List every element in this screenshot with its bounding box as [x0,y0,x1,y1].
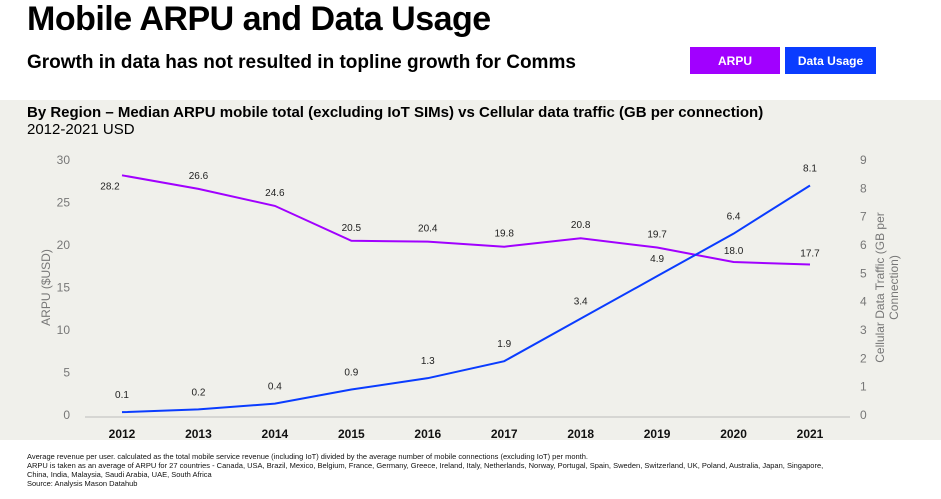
data-label: 26.6 [189,171,209,182]
y-tick-label: 25 [57,196,71,210]
footnote: ARPU is taken as an average of ARPU for … [27,461,824,470]
y2-tick-label: 9 [860,153,867,167]
chart-title-bold: By Region – Median ARPU mobile total (ex… [27,104,764,121]
footnote: Average revenue per user. calculated as … [27,452,589,461]
y2-tick-label: 2 [860,351,867,365]
data-label: 4.9 [650,254,664,265]
legend-data-usage: Data Usage [785,47,876,74]
x-tick-label: 2012 [109,427,136,441]
data-label: 20.5 [342,223,362,234]
y2-tick-label: 4 [860,295,867,309]
y-axis-label: ARPU ($USD) [39,249,53,326]
y2-tick-label: 3 [860,323,867,337]
footnotes: Average revenue per user. calculated as … [27,452,823,488]
data-label: 8.1 [803,164,817,175]
legend-arpu: ARPU [690,47,780,74]
y-tick-label: 20 [57,238,71,252]
series-line-arpu [121,174,811,266]
data-label: 19.8 [494,229,514,240]
data-label: 20.8 [571,220,591,231]
x-tick-label: 2013 [185,427,212,441]
chart-panel [0,100,941,440]
footnote: China, India, Malaysia, Saudi Arabia, UA… [27,470,212,479]
y-tick-label: 15 [57,281,71,295]
x-tick-label: 2017 [491,427,518,441]
y2-tick-label: 7 [860,210,867,224]
data-label: 0.1 [115,390,129,401]
data-label: 0.4 [268,382,282,393]
y-tick-label: 30 [57,153,71,167]
x-tick-label: 2019 [644,427,671,441]
x-tick-label: 2018 [567,427,594,441]
x-tick-label: 2020 [720,427,747,441]
y2-tick-label: 1 [860,380,867,394]
data-label: 24.6 [265,188,285,199]
chart-title-rest: 2012-2021 USD [27,121,135,138]
page-subtitle: Growth in data has not resulted in topli… [27,52,576,73]
x-tick-label: 2016 [414,427,441,441]
footnote-source: Source: Analysis Mason Datahub [27,479,138,488]
data-label: 19.7 [647,230,667,241]
y2-axis-label: Cellular Data Traffic (GB perConnection) [873,212,901,363]
y-tick-label: 5 [63,366,70,380]
data-label: 1.9 [497,339,511,350]
data-label: 3.4 [574,297,588,308]
x-tick-label: 2015 [338,427,365,441]
y2-tick-label: 8 [860,181,867,195]
page-title: Mobile ARPU and Data Usage [27,0,491,38]
y2-tick-label: 5 [860,266,867,280]
data-label: 17.7 [800,249,820,260]
data-label: 28.2 [100,181,120,192]
y-tick-label: 10 [57,323,71,337]
data-label: 0.2 [191,387,205,398]
data-label: 18.0 [724,246,744,257]
y2-tick-label: 6 [860,238,867,252]
data-label: 20.4 [418,224,438,235]
x-tick-label: 2021 [797,427,824,441]
chart-title: By Region – Median ARPU mobile total (ex… [27,104,787,138]
data-label: 6.4 [727,212,741,223]
data-label: 1.3 [421,356,435,367]
y-tick-label: 0 [63,408,70,422]
x-tick-label: 2014 [262,427,289,441]
series-line-data-usage [121,184,811,414]
y2-tick-label: 0 [860,408,867,422]
data-label: 0.9 [344,368,358,379]
